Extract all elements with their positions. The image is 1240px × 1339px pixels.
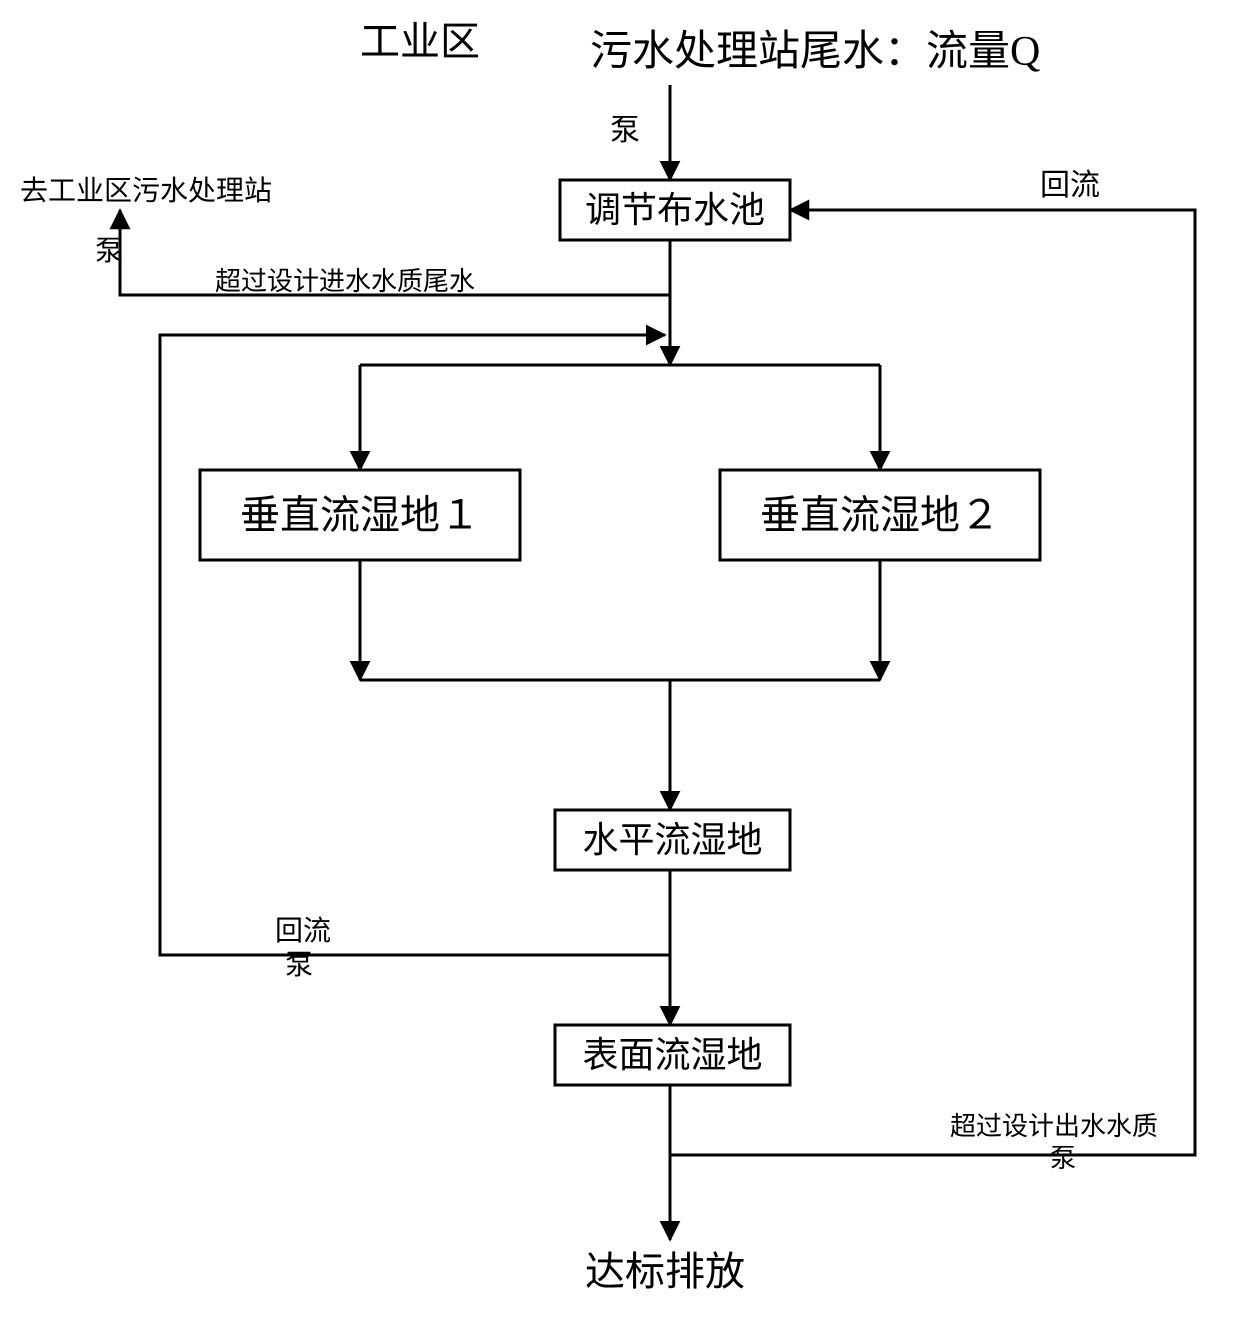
pump-top-label: 泵 [610, 114, 640, 147]
discharge-label: 达标排放 [585, 1249, 745, 1294]
vf2-label: 垂直流湿地２ [760, 493, 1000, 538]
regulator-label: 调节布水池 [585, 190, 765, 230]
over-inflow-label: 超过设计进水水质尾水 [215, 267, 475, 296]
title: 工业区 [360, 19, 480, 64]
return-station-label-2: 泵 [95, 236, 123, 267]
reflux-right-label: 回流 [1040, 169, 1100, 202]
inflow-label: 污水处理站尾水：流量Q [590, 29, 1040, 75]
return-station-label-1: 去工业区污水处理站 [20, 175, 272, 207]
over-outflow-label-2: 泵 [1050, 1144, 1076, 1173]
reflux-left-label-2: 泵 [285, 950, 313, 981]
hf-label: 水平流湿地 [582, 820, 762, 860]
sf-label: 表面流湿地 [582, 1035, 762, 1075]
reflux-left-label-1: 回流 [275, 915, 331, 947]
edge-right-reflux [670, 210, 1195, 1155]
over-outflow-label-1: 超过设计出水水质 [950, 1112, 1158, 1141]
vf1-label: 垂直流湿地１ [240, 493, 480, 538]
